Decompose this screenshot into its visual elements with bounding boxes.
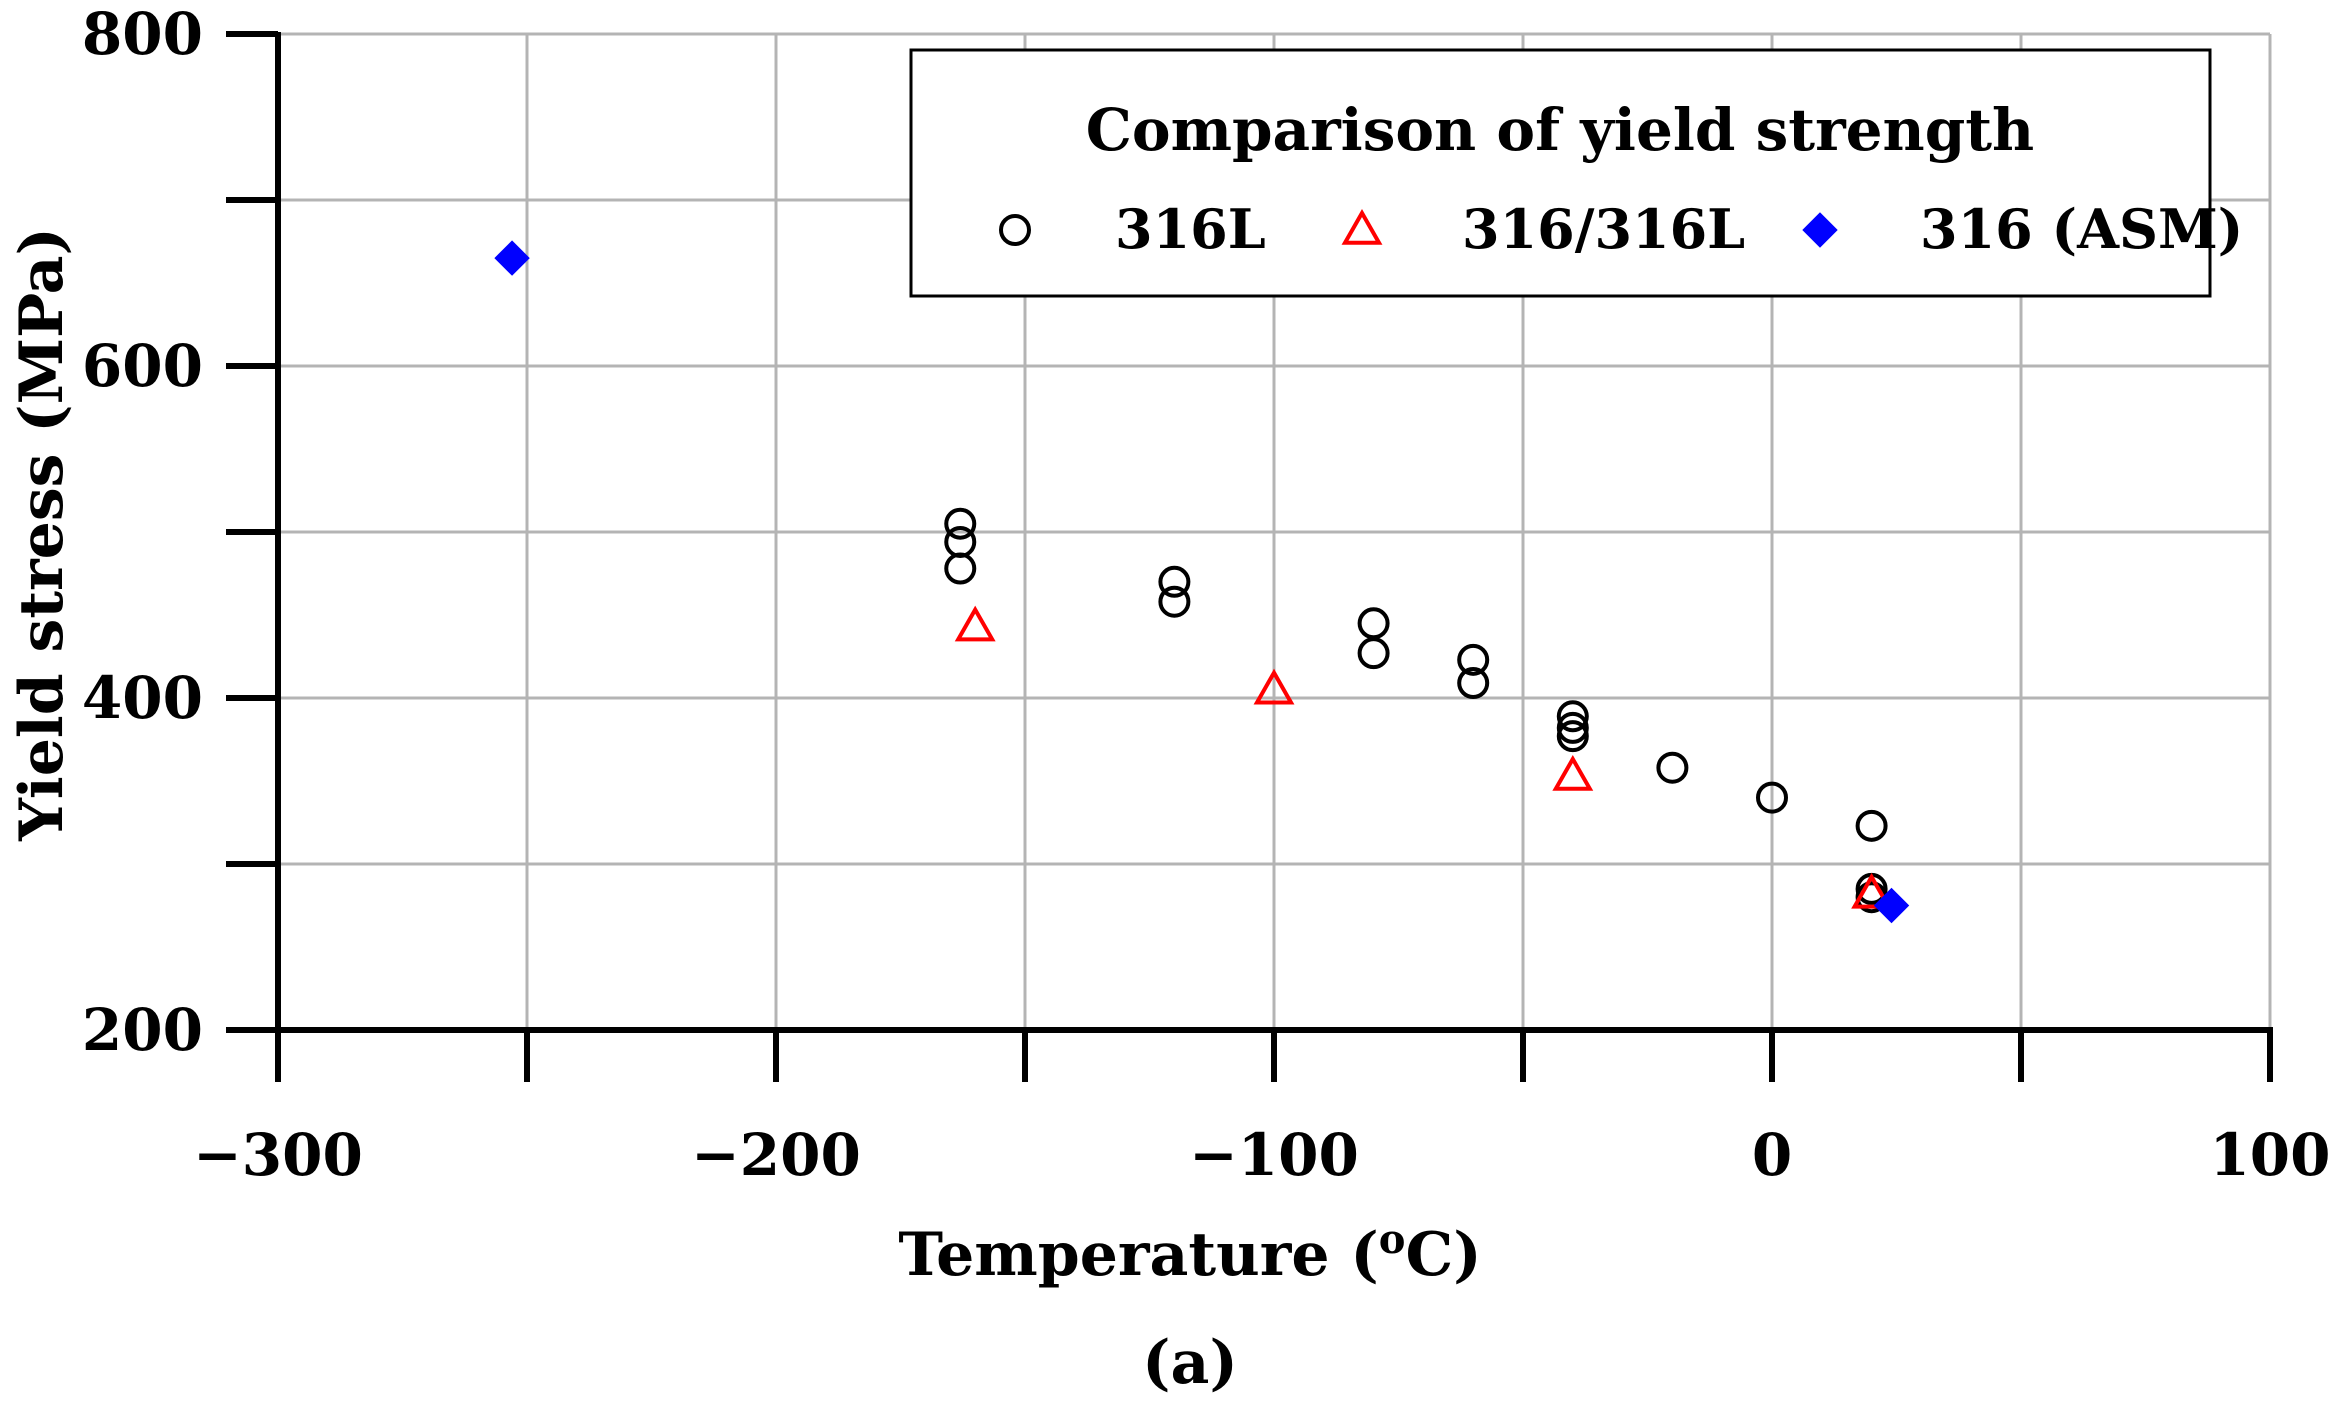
data-point-316l (944, 552, 977, 585)
y-axis-title: Yield stress (MPa) (7, 227, 77, 842)
legend-marker-316-asm (1802, 212, 1838, 248)
x-tick-label: −300 (193, 1121, 363, 1189)
legend-box (909, 48, 2212, 298)
data-point-316l (1656, 751, 1689, 784)
legend: Comparison of yield strength 316L 316/316… (909, 48, 2243, 298)
y-tick-label: 600 (82, 332, 203, 400)
data-point-316l (1556, 711, 1589, 744)
legend-title: Comparison of yield strength (1086, 96, 2034, 164)
legend-marker-316-316l (1341, 208, 1383, 245)
data-point-316l (1756, 781, 1788, 814)
labels-layer: −300 −200 −100 0 100 800 600 400 200 (82, 0, 2331, 1189)
figure-caption: (a) (1142, 1328, 1238, 1398)
legend-items: 316L 316/316L 316 (ASM) (999, 197, 2243, 261)
data-point-316l (1556, 700, 1589, 733)
x-axis-title-main: Temperature ( (898, 1220, 1378, 1290)
legend-label-316l: 316L (1115, 197, 1266, 261)
x-axis-title: Temperature (oC) (898, 1216, 1481, 1290)
data-point-316l (1457, 667, 1490, 700)
legend-marker-316l (999, 214, 1031, 246)
data-point-316l (1855, 809, 1888, 842)
x-tick-label: −200 (691, 1121, 861, 1189)
data-point-316-asm (494, 240, 530, 276)
x-tick-label: 100 (2209, 1121, 2330, 1189)
legend-label-316-316l: 316/316L (1462, 197, 1745, 261)
data-point-316l (1158, 565, 1191, 598)
data-point-316l (1556, 720, 1589, 753)
x-axis-title-end: C) (1405, 1220, 1481, 1290)
legend-label-316-asm: 316 (ASM) (1920, 197, 2243, 261)
y-tick-label: 400 (82, 664, 203, 732)
x-tick-label: 0 (1752, 1121, 1792, 1189)
y-tick-label: 200 (82, 996, 203, 1064)
data-point-316l (944, 507, 977, 540)
data-point-316l (1158, 585, 1191, 618)
data-point-316l (1457, 643, 1490, 676)
marks-layer (494, 240, 1910, 924)
data-point-316-316l (954, 605, 996, 642)
data-point-316l (1357, 607, 1390, 640)
y-tick-label: 800 (82, 0, 203, 68)
data-point-316l (1357, 637, 1390, 670)
data-point-316-316l (1253, 668, 1295, 705)
data-point-316-316l (1552, 754, 1594, 791)
data-point-316-asm (1873, 887, 1910, 924)
x-tick-label: −100 (1189, 1121, 1359, 1189)
x-axis-title-sup: o (1379, 1216, 1406, 1263)
axes-layer (226, 31, 2273, 1082)
data-point-316-316l (1851, 872, 1893, 909)
